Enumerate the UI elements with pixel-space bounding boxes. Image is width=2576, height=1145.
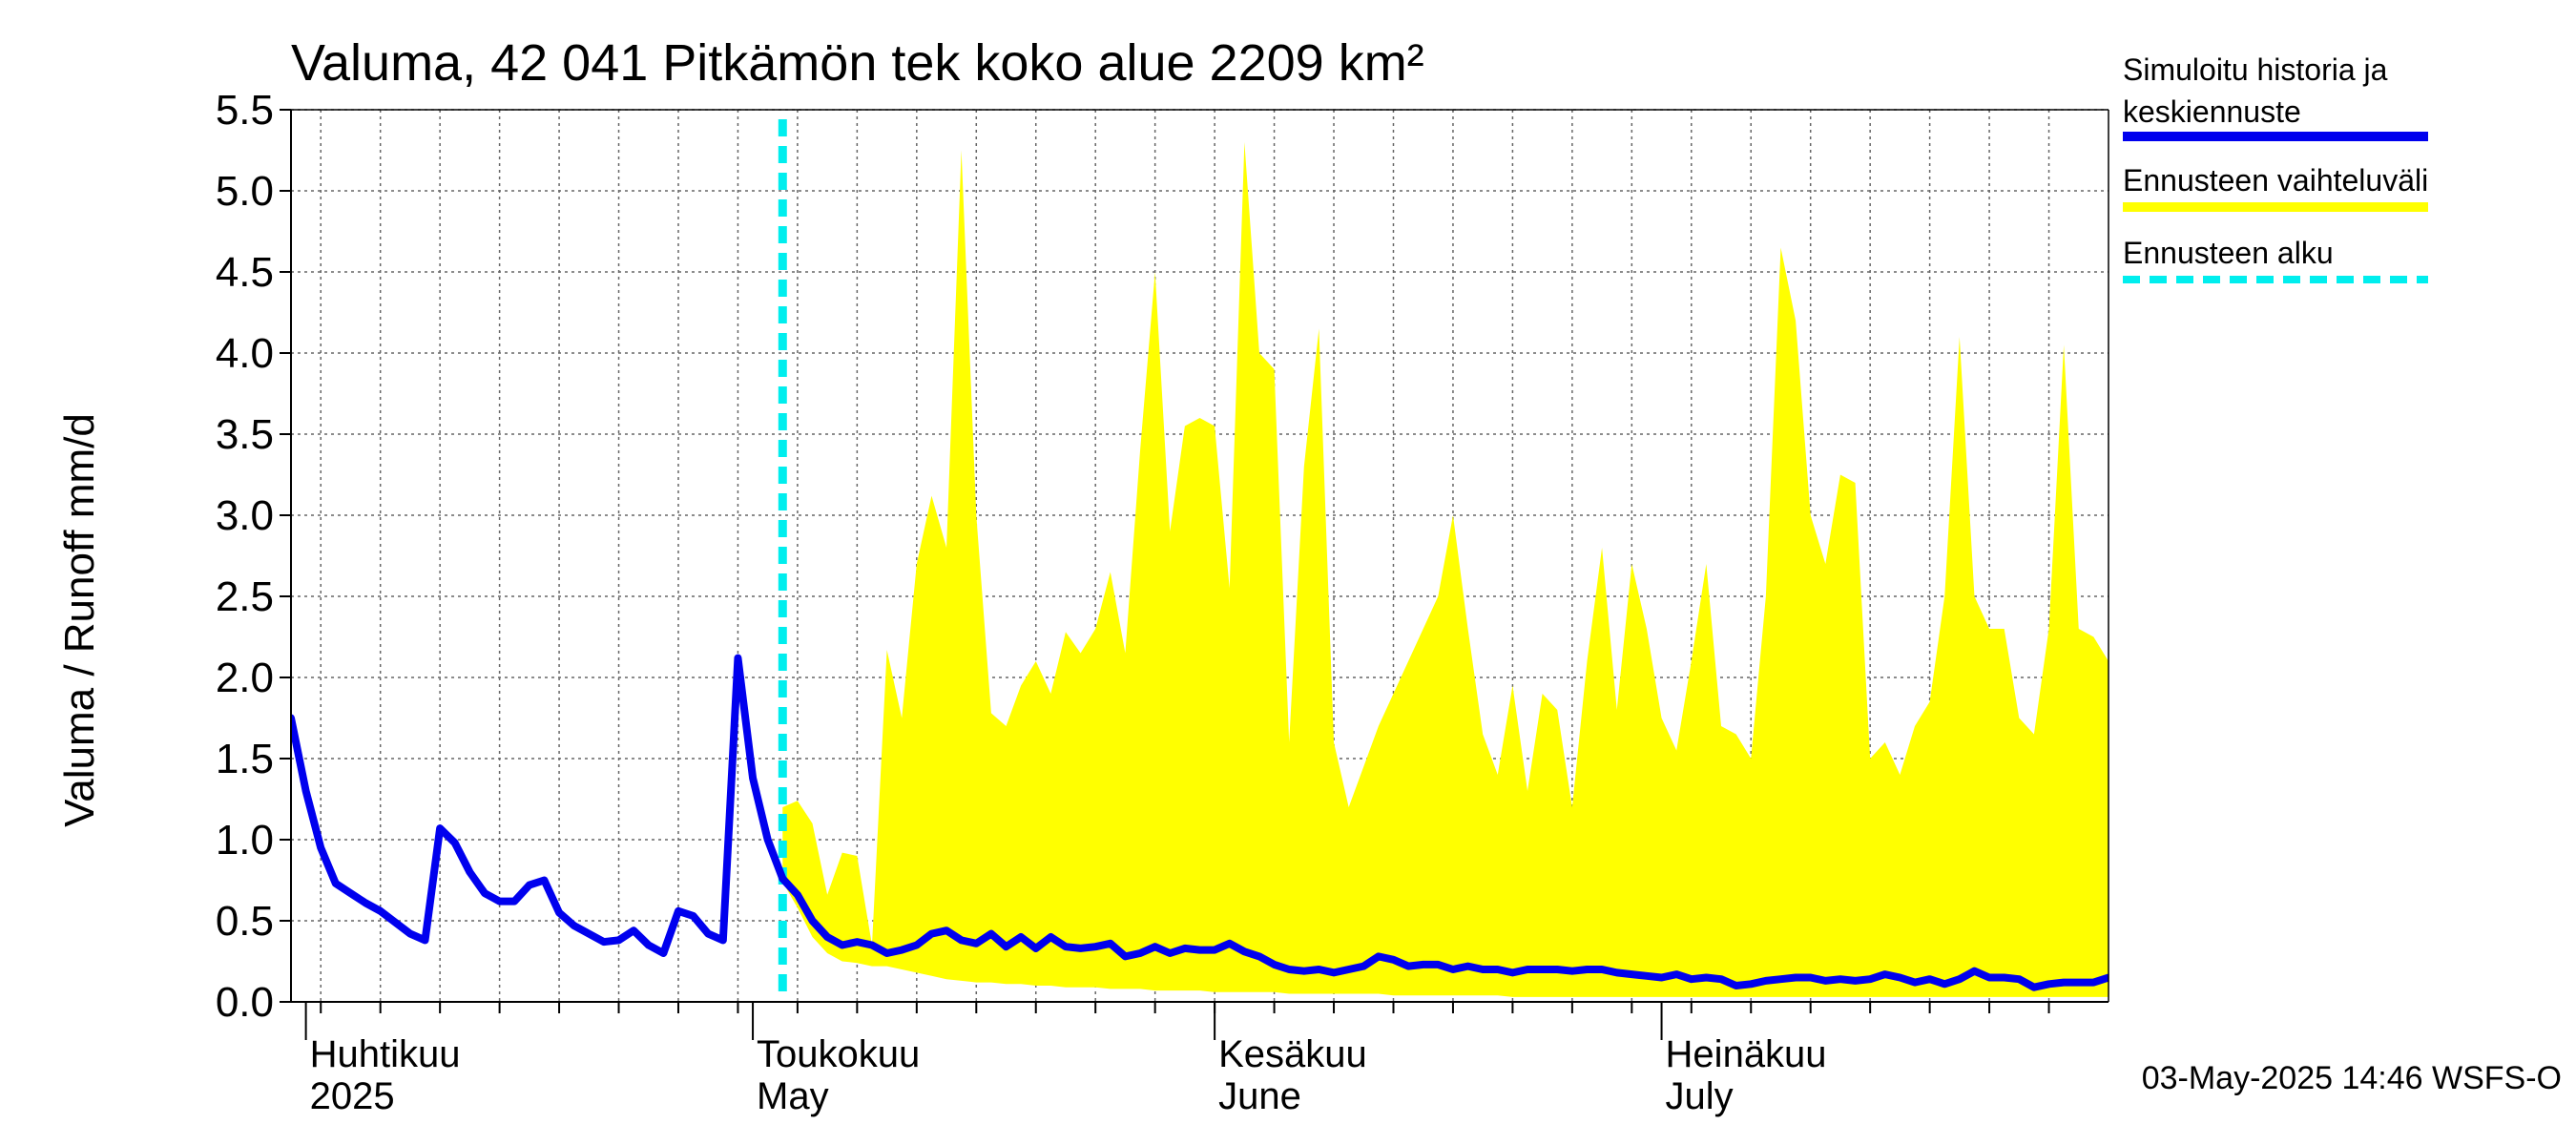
y-tick-label: 4.5 [216, 249, 274, 296]
month-label: Kesäkuu [1218, 1033, 1367, 1075]
history-series-line [291, 654, 787, 957]
legend-label: Ennusteen vaihteluväli [2123, 163, 2428, 198]
y-tick-label: 4.0 [216, 330, 274, 377]
legend-label: Simuloitu historia ja [2123, 52, 2388, 87]
month-label: Heinäkuu [1666, 1033, 1827, 1075]
forecast-band-layer [782, 142, 2109, 997]
month-label-secondary: May [757, 1075, 829, 1117]
month-label: Toukokuu [757, 1033, 920, 1075]
legend-label: Ennusteen alku [2123, 236, 2334, 270]
forecast-range-band [782, 142, 2109, 997]
series-line-layer [291, 654, 2109, 991]
y-tick-label: 3.5 [216, 411, 274, 458]
y-tick-label: 2.5 [216, 573, 274, 620]
y-tick-label: 0.0 [216, 979, 274, 1026]
forecast-mean-line [779, 874, 2109, 991]
month-label-secondary: 2025 [310, 1075, 395, 1117]
y-tick-label: 5.5 [216, 87, 274, 134]
y-tick-label: 5.0 [216, 168, 274, 215]
y-tick-label: 3.0 [216, 492, 274, 539]
legend: Simuloitu historia ja keskiennuste Ennuste… [2123, 52, 2428, 283]
y-axis-label: Valuma / Runoff mm/d [56, 413, 103, 827]
y-tick-label: 1.0 [216, 817, 274, 864]
y-tick-label: 0.5 [216, 898, 274, 945]
month-label-secondary: July [1666, 1075, 1734, 1117]
axis-layer: 0.0 0.5 1.0 1.5 2.0 2.5 3.0 3.5 4.0 4.5 5.0 5.5 Huht… [216, 87, 2109, 1117]
chart-title: Valuma, 42 041 Pitkämön tek koko alue 22… [291, 34, 1424, 92]
legend-label: keskiennuste [2123, 94, 2301, 129]
month-label-secondary: June [1218, 1075, 1301, 1117]
footer-timestamp: 03-May-2025 14:46 WSFS-O [2142, 1060, 2562, 1096]
month-label: Huhtikuu [310, 1033, 461, 1075]
y-tick-label: 1.5 [216, 736, 274, 782]
y-tick-label: 2.0 [216, 655, 274, 701]
